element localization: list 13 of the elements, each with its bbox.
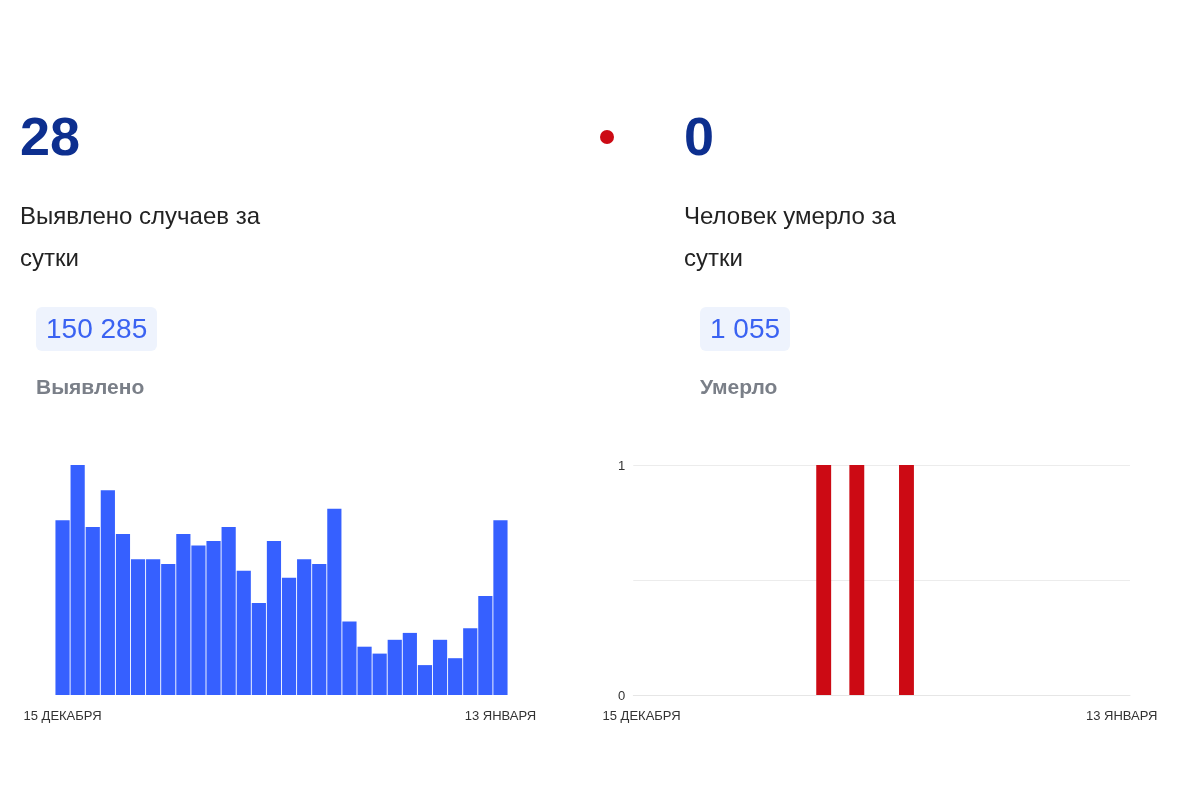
text: Выявлено (36, 375, 145, 399)
text: 150 285 (36, 307, 158, 351)
x-tick-label: 13 ЯНВАРЯ (464, 708, 537, 723)
x-tick-label: 15 ДЕКАБРЯ (23, 708, 102, 723)
x-tick-label: 15 ДЕКАБРЯ (602, 708, 681, 723)
chart-title: 0 (684, 105, 715, 167)
chart-title: 28 (20, 105, 81, 167)
x-tick-label: 13 ЯНВАРЯ (1085, 708, 1158, 723)
chart-subtitle: Выявлено случаев за сутки (20, 201, 262, 273)
chart-subtitle: Человек умерло за сутки (684, 201, 897, 273)
y-tick-label: 1 (618, 457, 626, 473)
text: Умерло (700, 375, 778, 399)
text: 1 055 (700, 307, 791, 351)
